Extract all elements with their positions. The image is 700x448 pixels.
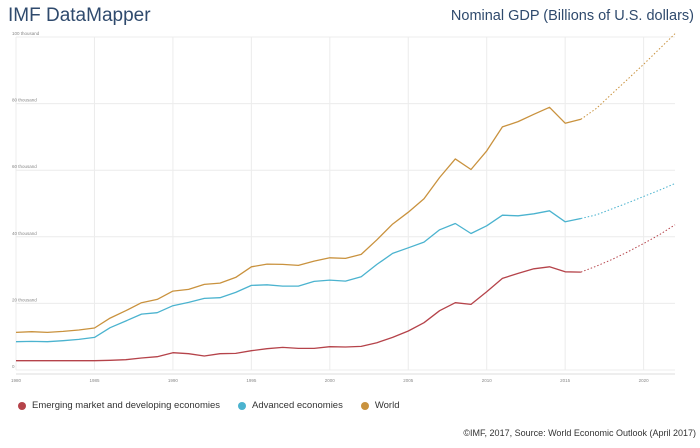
projection-line-emerging[interactable]: [580, 224, 676, 273]
legend-label-world: World: [374, 400, 400, 411]
x-tick-label: 1990: [168, 378, 179, 383]
x-tick-label: 2010: [482, 378, 493, 383]
x-tick-label: 1995: [246, 378, 257, 383]
legend-item-emerging[interactable]: Emerging market and developing economies: [18, 400, 220, 411]
series-line-world[interactable]: [15, 106, 582, 334]
projection-line-world[interactable]: [580, 33, 676, 120]
legend-item-world[interactable]: World: [360, 400, 400, 411]
x-tick-label: 1985: [89, 378, 100, 383]
x-tick-label: 2000: [325, 378, 336, 383]
x-tick-label: 2020: [639, 378, 650, 383]
legend-label-emerging: Emerging market and developing economies: [32, 400, 220, 411]
y-tick-label: 60 thousand: [12, 164, 37, 169]
series-layer: [15, 33, 676, 362]
grid-layer: [15, 36, 675, 375]
legend-item-advanced[interactable]: Advanced economies: [238, 400, 343, 411]
y-tick-label: 80 thousand: [12, 98, 37, 103]
credit-text: ©IMF, 2017, Source: World Economic Outlo…: [463, 428, 696, 438]
projection-line-advanced[interactable]: [580, 183, 676, 219]
series-line-advanced[interactable]: [15, 210, 582, 343]
x-tick-label: 2005: [403, 378, 414, 383]
legend-swatch-emerging: [18, 401, 26, 410]
y-tick-label: 0: [12, 364, 15, 369]
y-tick-label: 100 thousand: [12, 31, 40, 36]
legend-swatch-advanced: [238, 401, 246, 410]
tick-layer: 0 20 thousand 40 thousand 60 thousand 80 tho…: [11, 31, 649, 383]
series-line-emerging[interactable]: [16, 266, 581, 362]
app-title: IMF DataMapper: [8, 5, 151, 26]
y-tick-label: 20 thousand: [12, 297, 37, 302]
x-tick-label: 2015: [560, 378, 571, 383]
y-tick-label: 40 thousand: [12, 231, 37, 236]
legend: Emerging market and developing economies…: [18, 400, 399, 411]
legend-swatch-world: [360, 401, 369, 410]
chart-title: Nominal GDP (Billions of U.S. dollars): [450, 8, 694, 24]
x-tick-label: 1980: [11, 378, 22, 383]
legend-label-advanced: Advanced economies: [252, 400, 343, 411]
